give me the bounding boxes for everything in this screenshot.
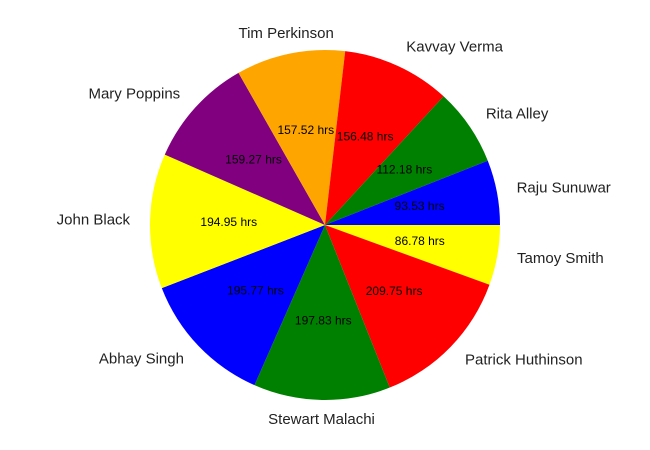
- slice-name-stewart-malachi: Stewart Malachi: [268, 411, 375, 428]
- pie-slice-mary-poppins: [164, 72, 325, 225]
- slice-name-raju-sunuwar: Raju Sunuwar: [517, 180, 611, 197]
- data-label-kavvay-verma: 156.48 hrs: [337, 130, 394, 144]
- pie-slice-rita-alley: [325, 96, 488, 226]
- data-label-raju-sunuwar: 93.53 hrs: [395, 199, 445, 213]
- pie-slices: [150, 50, 500, 400]
- data-label-patrick-huthinson: 209.75 hrs: [366, 284, 423, 298]
- data-label-mary-poppins: 159.27 hrs: [225, 153, 282, 167]
- slice-name-john-black: John Black: [57, 212, 131, 229]
- slice-name-mary-poppins: Mary Poppins: [88, 85, 180, 102]
- slice-name-tim-perkinson: Tim Perkinson: [238, 25, 333, 42]
- slice-name-rita-alley: Rita Alley: [486, 106, 549, 123]
- pie-slice-john-black: [150, 154, 325, 289]
- pie-slice-tim-perkinson: [238, 50, 346, 226]
- slice-name-kavvay-verma: Kavvay Verma: [406, 39, 503, 56]
- slice-name-tamoy-smith: Tamoy Smith: [517, 250, 604, 267]
- pie-slice-tamoy-smith: [325, 225, 500, 285]
- pie-name-labels: Tamoy Smith Patrick Huthinson Stewart Mala…: [57, 25, 611, 428]
- data-label-stewart-malachi: 197.83 hrs: [295, 313, 352, 327]
- pie-slice-patrick-huthinson: [325, 225, 490, 388]
- pie-slice-stewart-malachi: [254, 225, 390, 400]
- pie-data-labels: 86.78 hrs 209.75 hrs 197.83 hrs 195.77 hrs 1…: [200, 123, 444, 328]
- data-label-rita-alley: 112.18 hrs: [376, 163, 432, 177]
- data-label-tamoy-smith: 86.78 hrs: [395, 234, 445, 248]
- data-label-tim-perkinson: 157.52 hrs: [277, 123, 334, 137]
- pie-slice-raju-sunuwar: [325, 160, 500, 225]
- slice-name-abhay-singh: Abhay Singh: [99, 351, 184, 368]
- data-label-john-black: 194.95 hrs: [200, 215, 257, 229]
- pie-slice-kavvay-verma: [325, 51, 444, 225]
- data-label-abhay-singh: 195.77 hrs: [227, 284, 284, 298]
- pie-slice-abhay-singh: [161, 225, 325, 386]
- slice-name-patrick-huthinson: Patrick Huthinson: [465, 352, 583, 369]
